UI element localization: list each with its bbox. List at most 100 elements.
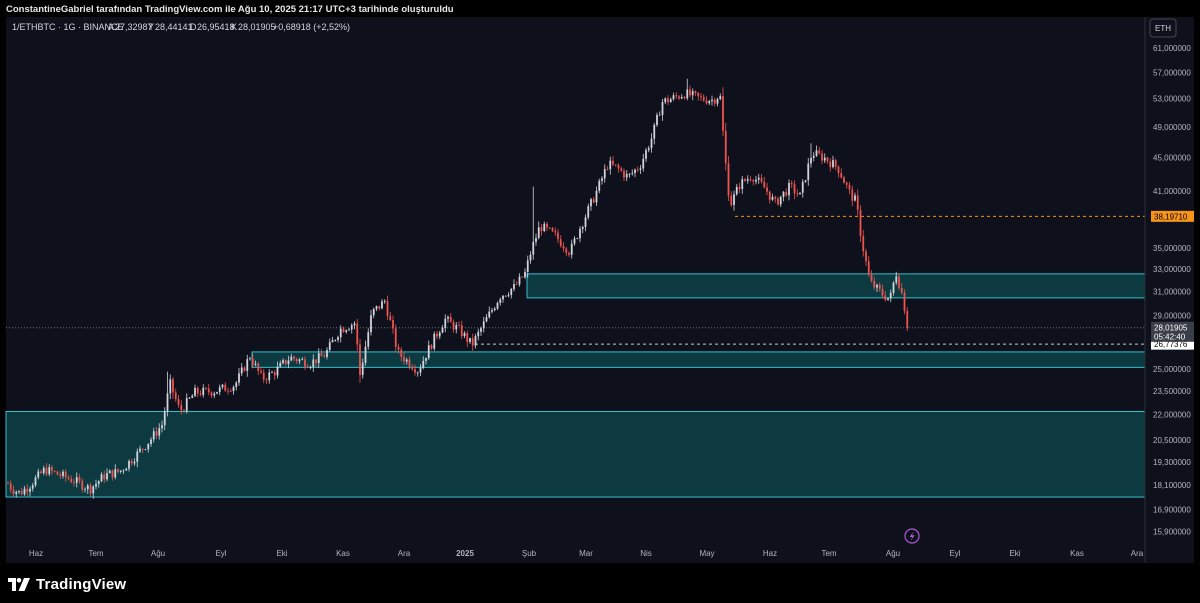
candle <box>166 371 169 417</box>
candle <box>251 353 254 369</box>
candle <box>89 482 92 498</box>
candle <box>576 237 579 240</box>
change-value: +0,68918 (+2,52%) <box>273 22 350 32</box>
candle <box>108 469 111 474</box>
candle <box>405 357 408 365</box>
currency-button[interactable]: ETH <box>1149 18 1177 38</box>
price-badge-0[interactable] <box>1151 210 1194 222</box>
candle <box>425 357 427 365</box>
candle <box>257 362 260 376</box>
candle <box>727 156 730 201</box>
candle <box>691 88 694 101</box>
candle <box>480 326 482 336</box>
candle <box>837 165 840 178</box>
lightning-icon[interactable] <box>904 528 920 544</box>
candle <box>496 301 499 311</box>
candle <box>232 385 235 395</box>
candle <box>551 227 554 232</box>
candle <box>708 99 711 106</box>
candle <box>202 384 205 398</box>
currency-label: ETH <box>1155 24 1171 33</box>
candle <box>653 122 656 145</box>
tradingview-logo[interactable]: TradingView <box>8 574 126 594</box>
candle <box>697 92 700 101</box>
support-zone-0[interactable] <box>526 273 1146 299</box>
price-badge-1[interactable] <box>1151 338 1194 350</box>
candle <box>158 423 161 440</box>
candle <box>62 469 64 479</box>
candle <box>634 168 636 178</box>
candle <box>735 184 738 196</box>
candle <box>449 313 452 323</box>
candle <box>301 357 304 361</box>
candle <box>119 470 122 474</box>
candle <box>199 390 202 397</box>
candle <box>372 307 375 319</box>
candle <box>419 364 422 376</box>
y-tick-label: 57,000000 <box>1153 68 1191 77</box>
candle <box>546 222 548 232</box>
y-tick-label: 25,000000 <box>1153 365 1191 374</box>
candle <box>304 356 306 370</box>
price-badge-label: 28,01905 <box>1154 323 1188 332</box>
candle <box>433 331 436 351</box>
y-tick-label: 20,500000 <box>1153 436 1191 445</box>
candle <box>34 475 37 488</box>
candle <box>785 188 788 197</box>
candle <box>309 365 312 370</box>
price-axis[interactable] <box>1145 17 1194 563</box>
candle <box>326 347 328 360</box>
candle <box>774 195 777 203</box>
candle <box>350 323 353 334</box>
candle <box>64 469 67 482</box>
price-badge-2[interactable] <box>1151 321 1194 342</box>
candle <box>161 420 163 433</box>
candle <box>339 325 342 343</box>
countdown-label: 05:42:40 <box>1154 332 1186 341</box>
levels-layer <box>6 215 1145 345</box>
brand-name: TradingView <box>36 575 127 593</box>
candle <box>139 445 141 454</box>
candle <box>623 168 625 182</box>
candle <box>411 364 414 371</box>
support-zone-2[interactable] <box>5 410 1146 498</box>
candle <box>317 348 320 368</box>
candle <box>779 195 782 207</box>
candle <box>70 475 73 484</box>
candle <box>587 203 590 220</box>
x-tick-label: Kas <box>336 549 350 558</box>
candle <box>287 355 290 369</box>
y-tick-label: 49,000000 <box>1153 123 1191 132</box>
x-tick-label: Eki <box>1009 549 1020 558</box>
candle <box>694 90 697 97</box>
candle <box>845 181 848 189</box>
candle <box>881 284 884 299</box>
candle <box>78 473 81 484</box>
candle <box>394 324 397 352</box>
y-axis-labels: 61,000000 57,000000 53,000000 49,000000 45,0… <box>1153 44 1191 536</box>
candle <box>348 327 350 331</box>
candle <box>441 325 444 334</box>
candle <box>243 366 246 372</box>
candle <box>598 178 601 194</box>
candle <box>535 233 537 246</box>
x-tick-label: May <box>699 549 714 558</box>
candle <box>249 356 251 361</box>
candle <box>213 391 216 398</box>
candle <box>887 298 889 301</box>
candle <box>436 330 438 340</box>
candle <box>15 490 18 498</box>
candle <box>460 320 463 339</box>
candle <box>477 328 480 341</box>
candle <box>557 229 559 244</box>
candle <box>73 478 75 487</box>
candle <box>565 247 568 257</box>
candle <box>843 175 845 184</box>
support-zone-1[interactable] <box>251 351 1146 368</box>
candle <box>821 149 823 164</box>
candle <box>463 331 466 339</box>
candle <box>452 319 455 333</box>
candle <box>573 236 576 246</box>
